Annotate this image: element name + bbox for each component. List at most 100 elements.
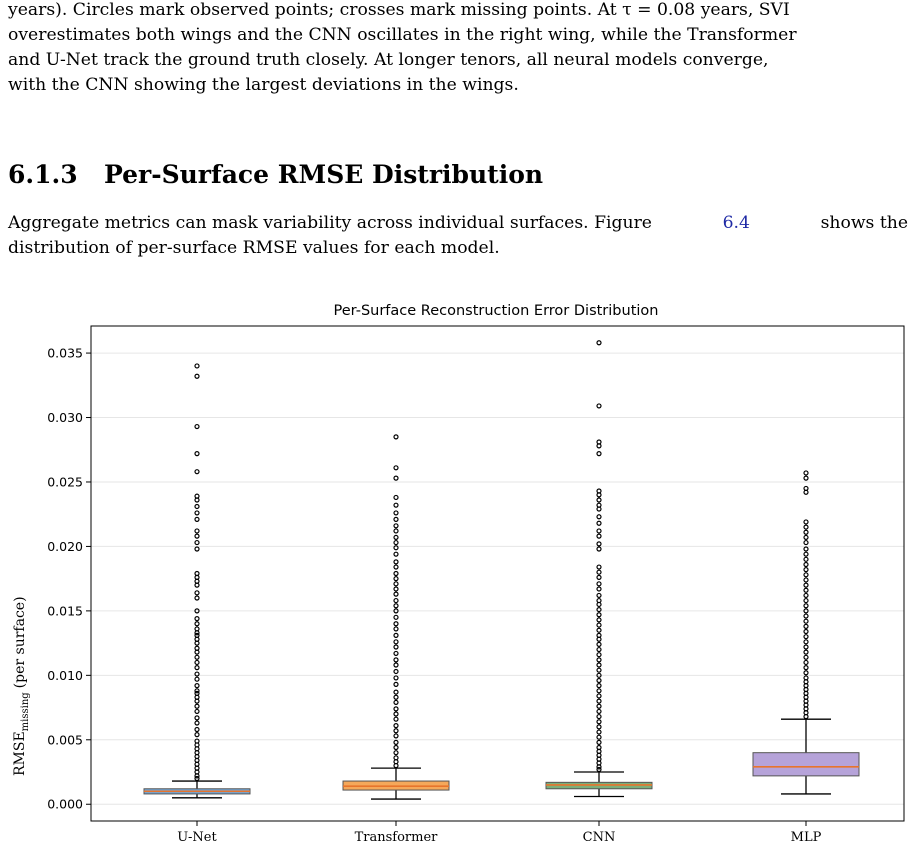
caption-line-4: with the CNN showing the largest deviati… [8,75,519,95]
outlier-point [194,546,200,552]
outlier-point [803,618,809,624]
outlier-point [194,423,200,430]
outlier-point [596,581,602,587]
outlier-point [596,698,602,704]
outlier-point [194,708,200,715]
outlier-point [596,657,602,663]
outlier-point [596,734,602,740]
outlier-point [393,639,399,645]
outlier-point [194,595,200,601]
plot-frame [90,325,905,822]
outlier-point [803,659,809,666]
outlier-point [393,739,399,745]
outlier-point [803,529,809,535]
outlier-point [393,694,399,700]
outlier-point [194,698,200,704]
outlier-point [596,641,602,647]
outlier-point [803,713,809,720]
outlier-point [596,601,602,608]
outlier-point [393,750,399,756]
outlier-point [596,564,602,570]
outlier-point [596,533,602,539]
outlier-point [393,564,399,570]
outlier-point [596,606,602,613]
outlier-point [596,451,602,457]
outlier-point [803,634,809,640]
outlier-point [194,773,200,779]
outlier-point [803,665,809,671]
outlier-point [803,519,809,525]
outlier-point [393,716,399,722]
iqr-box [752,752,860,777]
outlier-point [393,657,399,663]
outlier-point [596,693,602,699]
y-tick-label: 0.020 [47,539,83,554]
outlier-point [393,626,399,632]
outlier-point [194,497,200,503]
outlier-point [393,632,399,638]
outlier-point [393,711,399,717]
outlier-point [596,546,602,552]
x-axis-ticks: U-Net Transformer CNN MLP [177,821,822,845]
outlier-point [596,574,602,580]
y-tick-label: 0.030 [47,410,83,425]
outlier-point [194,539,200,546]
outlier-point [194,582,200,588]
outlier-point [194,451,200,457]
outlier-point [194,630,200,636]
outlier-point [596,766,602,773]
outlier-point [393,475,399,481]
y-axis-label: RMSEmissing (per surface) [12,596,31,776]
outlier-point [596,703,602,709]
body-line-2: distribution of per-surface RMSE values … [8,238,500,258]
outlier-point [803,608,809,614]
x-tick-label: MLP [791,830,822,845]
body-line-1: Aggregate metrics can mask variability a… [8,211,908,236]
outlier-point [596,713,602,720]
outlier-point [596,520,602,526]
figure-reference-link[interactable]: 6.4 [722,213,750,233]
outlier-point [393,591,399,597]
outlier-point [596,672,602,678]
outlier-point [194,726,200,733]
outlier-point [803,603,809,609]
outlier-point [393,699,399,706]
outlier-point [596,688,602,694]
outlier-point [803,623,809,629]
outlier-point [194,703,200,709]
outlier-point [194,503,200,510]
outlier-point [393,465,399,471]
outlier-point [803,561,809,568]
outlier-point [803,534,809,541]
outlier-point [194,528,200,534]
outlier-point [596,528,602,534]
outlier-point [194,640,200,646]
outlier-point [393,551,399,557]
outlier-point [393,570,399,577]
outlier-point [596,340,602,346]
x-tick-label: Transformer [355,830,439,845]
outlier-point [393,502,399,508]
outlier-point [194,516,200,522]
outlier-point [194,732,200,738]
outlier-point [596,677,602,684]
outlier-point [393,650,399,657]
outlier-point [393,728,399,734]
outlier-point [393,494,399,501]
caption-line-3: and U-Net track the ground truth closely… [8,50,769,70]
outlier-point [393,434,399,440]
outlier-point [194,654,200,660]
outlier-point [596,764,602,770]
outlier-point [393,603,399,609]
outlier-point [596,617,602,623]
y-tick-label: 0.005 [47,732,83,747]
box-cnn [545,340,653,798]
outlier-point [194,659,200,666]
outlier-point [393,733,399,739]
outlier-point [393,586,399,592]
outlier-point [596,739,602,745]
outlier-point [803,649,809,655]
outlier-point [393,608,399,614]
outlier-point [596,627,602,633]
outlier-point [194,363,200,369]
